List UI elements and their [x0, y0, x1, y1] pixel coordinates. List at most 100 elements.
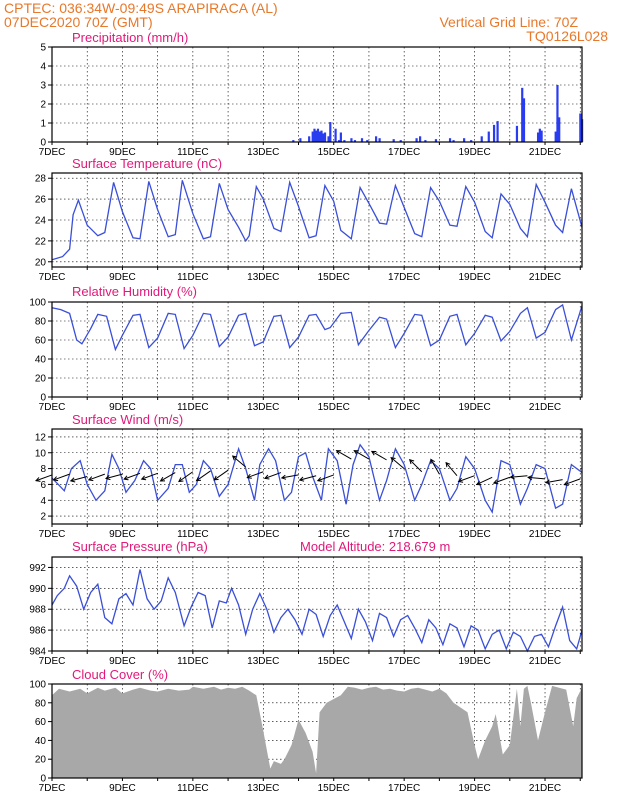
precip-bar-38 [521, 87, 524, 142]
ytick-label-cloud-0: 0 [40, 774, 46, 785]
xtick-label-temp-4: 15DEC [318, 272, 350, 283]
wind-vector-13 [263, 472, 282, 480]
series-line-wind [51, 443, 583, 514]
ytick-label-wind-5: 12 [35, 432, 47, 443]
ytick-label-wind-3: 8 [40, 464, 46, 475]
xtick-label-rh-7: 21DEC [529, 402, 561, 413]
ytick-label-cloud-4: 80 [35, 698, 47, 709]
panel-frame-temp [51, 172, 583, 268]
xtick-label-precip-6: 19DEC [458, 147, 490, 158]
precip-bar-26 [419, 136, 422, 142]
ytick-label-temp-3: 26 [35, 195, 47, 206]
xtick-label-temp-2: 11DEC [177, 272, 209, 283]
ytick-label-rh-5: 100 [29, 298, 46, 309]
precip-bar-6 [316, 128, 320, 142]
precip-bar-5 [315, 130, 318, 142]
xtick-label-precip-5: 17DEC [388, 147, 420, 158]
xtick-label-rh-3: 13DEC [247, 402, 279, 413]
xtick-label-wind-6: 19DEC [458, 529, 490, 540]
cloud-area [52, 685, 582, 778]
wind-vector-1 [52, 473, 70, 482]
precip-bar-17 [350, 138, 353, 142]
wind-vector-30 [563, 478, 581, 486]
wind-vector-21 [408, 458, 423, 473]
precip-bar-33 [480, 136, 483, 142]
header-grid-note: Vertical Grid Line: 70Z [439, 14, 578, 30]
wind-vector-15 [298, 475, 317, 482]
wind-vector-14 [280, 474, 299, 480]
precip-bar-12 [329, 122, 332, 142]
panel-cloud: Cloud Cover (%) 0 20 40 60 80 100 7DEC 9DEC 11DEC… [29, 667, 583, 794]
ytick-label-precip-3: 3 [40, 81, 46, 92]
xtick-label-cloud-2: 11DEC [177, 783, 209, 794]
xtick-label-pressure-5: 17DEC [388, 656, 420, 667]
wind-vector-18 [353, 450, 370, 460]
precip-bar-27 [424, 140, 427, 142]
precip-bar-29 [448, 138, 452, 142]
ytick-label-temp-4: 28 [35, 174, 47, 185]
precip-bar-22 [378, 138, 381, 142]
panel-title-cloud: Cloud Cover (%) [72, 667, 168, 682]
xtick-label-wind-2: 11DEC [177, 529, 209, 540]
precip-bar-10 [323, 132, 327, 142]
precip-bar-32 [470, 140, 473, 142]
precip-bar-23 [392, 139, 395, 142]
panel-precip: Precipitation (mm/h) 0 1 2 3 4 5 7DEC 9DEC 11DEC 1… [39, 30, 584, 158]
xtick-label-cloud-6: 19DEC [458, 783, 490, 794]
xtick-label-temp-0: 7DEC [39, 272, 66, 283]
ytick-label-pressure-3: 990 [29, 584, 46, 595]
wind-vector-6 [140, 472, 158, 481]
xtick-label-pressure-3: 13DEC [247, 656, 279, 667]
wind-vector-17 [335, 450, 352, 460]
xtick-label-wind-3: 13DEC [247, 529, 279, 540]
precip-bar-43 [554, 131, 557, 142]
wind-vector-29 [544, 479, 563, 485]
ytick-label-pressure-4: 992 [29, 563, 46, 574]
precip-bar-7 [318, 131, 321, 142]
ytick-label-temp-1: 22 [35, 236, 47, 247]
ytick-label-temp-2: 24 [35, 216, 47, 227]
panel-frame-cloud [51, 683, 583, 779]
precip-bar-8 [320, 130, 323, 142]
xtick-label-cloud-7: 21DEC [529, 783, 561, 794]
panel-wind: Surface Wind (m/s) 2 4 6 8 10 12 7DEC 9DEC 11DEC 1… [35, 412, 583, 540]
precip-bar-4 [313, 128, 316, 142]
xtick-label-pressure-0: 7DEC [39, 656, 66, 667]
precip-bar-41 [538, 128, 541, 142]
panel-title-pressure: Surface Pressure (hPa) [72, 539, 208, 554]
panel-pressure: Surface Pressure (hPa) Model Altitude: 21… [29, 539, 583, 667]
wind-vector-28 [527, 475, 546, 481]
precip-bar-9 [322, 133, 325, 142]
ytick-label-wind-2: 6 [40, 480, 46, 491]
panel-title-temp: Surface Temperature (nC) [72, 156, 222, 171]
wind-vector-7 [159, 472, 176, 482]
precip-bar-36 [496, 121, 499, 142]
wind-vector-4 [104, 473, 123, 481]
precip-bar-21 [374, 136, 378, 142]
precip-bar-35 [492, 124, 496, 142]
precip-bar-44 [556, 85, 559, 142]
precip-bar-24 [399, 140, 402, 142]
precip-bar-31 [463, 138, 466, 142]
ytick-label-pressure-0: 984 [29, 647, 46, 658]
ytick-label-cloud-2: 40 [35, 736, 47, 747]
precip-bar-46 [579, 113, 582, 142]
ytick-label-rh-2: 40 [35, 355, 47, 366]
precip-bar-45 [558, 117, 561, 142]
wind-vector-8 [178, 471, 194, 483]
xtick-label-temp-6: 19DEC [458, 272, 490, 283]
xtick-label-temp-5: 17DEC [388, 272, 420, 283]
ytick-label-precip-4: 4 [40, 62, 46, 73]
xtick-label-rh-4: 15DEC [318, 402, 350, 413]
panel-temp: Surface Temperature (nC) 20 22 24 26 28 7DEC 9D… [35, 156, 583, 283]
panel-frame-wind [51, 428, 583, 525]
wind-vector-19 [370, 450, 387, 461]
xtick-label-pressure-6: 19DEC [458, 656, 490, 667]
panel-frame-rh [51, 301, 583, 398]
ytick-label-cloud-5: 100 [29, 680, 46, 691]
wind-vector-26 [492, 476, 510, 485]
precip-bar-14 [338, 140, 341, 142]
precip-bar-18 [353, 140, 357, 142]
header-line1: CPTEC: 036:34W-09:49S ARAPIRACA (AL) [4, 0, 278, 16]
